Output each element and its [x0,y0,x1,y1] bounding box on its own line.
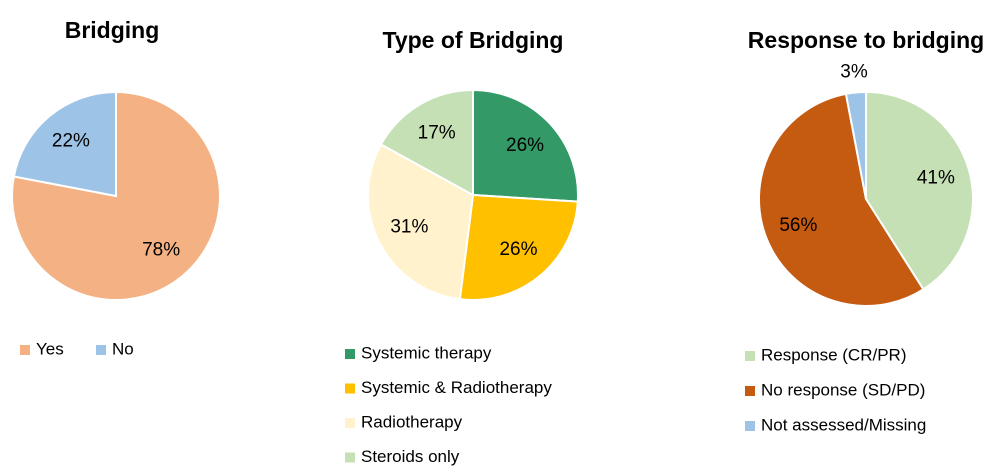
legend-label: Systemic & Radiotherapy [361,378,552,397]
legend-swatch [345,349,355,359]
chart-title: Bridging [65,17,160,43]
legend-swatch [745,386,755,396]
legend-swatch [745,421,755,431]
pie-slice [472,88,579,203]
legend-label: No response (SD/PD) [761,380,925,399]
legend-label: Response (CR/PR) [761,345,907,364]
legend-label: Yes [36,339,64,358]
pie-slice [758,92,925,307]
pie-slice [458,193,579,301]
legend-swatch [345,383,355,394]
data-label: 3% [840,61,868,82]
pie-slice [12,90,117,198]
chart-title: Type of Bridging [382,27,563,53]
data-label: 26% [499,239,537,260]
legend-swatch [20,345,30,355]
data-label: 26% [506,135,544,156]
pie-slice [367,143,475,301]
legend-label: Systemic therapy [361,343,492,362]
data-label: 78% [142,240,180,261]
data-label: 56% [779,215,817,236]
legend-swatch [96,345,106,355]
chart-title: Response to bridging [748,27,984,53]
legend-label: Not assessed/Missing [761,415,926,434]
data-label: 22% [52,131,90,152]
legend-label: Radiotherapy [361,412,463,431]
data-label: 31% [390,216,428,237]
data-label: 41% [917,168,955,189]
data-label: 17% [418,123,456,144]
legend-label: Steroids only [361,447,460,466]
legend-swatch [745,351,755,361]
legend-swatch [345,418,355,428]
legend-swatch [345,452,355,463]
legend-label: No [112,339,134,358]
pie-slice [379,88,474,197]
pie-slice [844,90,867,200]
